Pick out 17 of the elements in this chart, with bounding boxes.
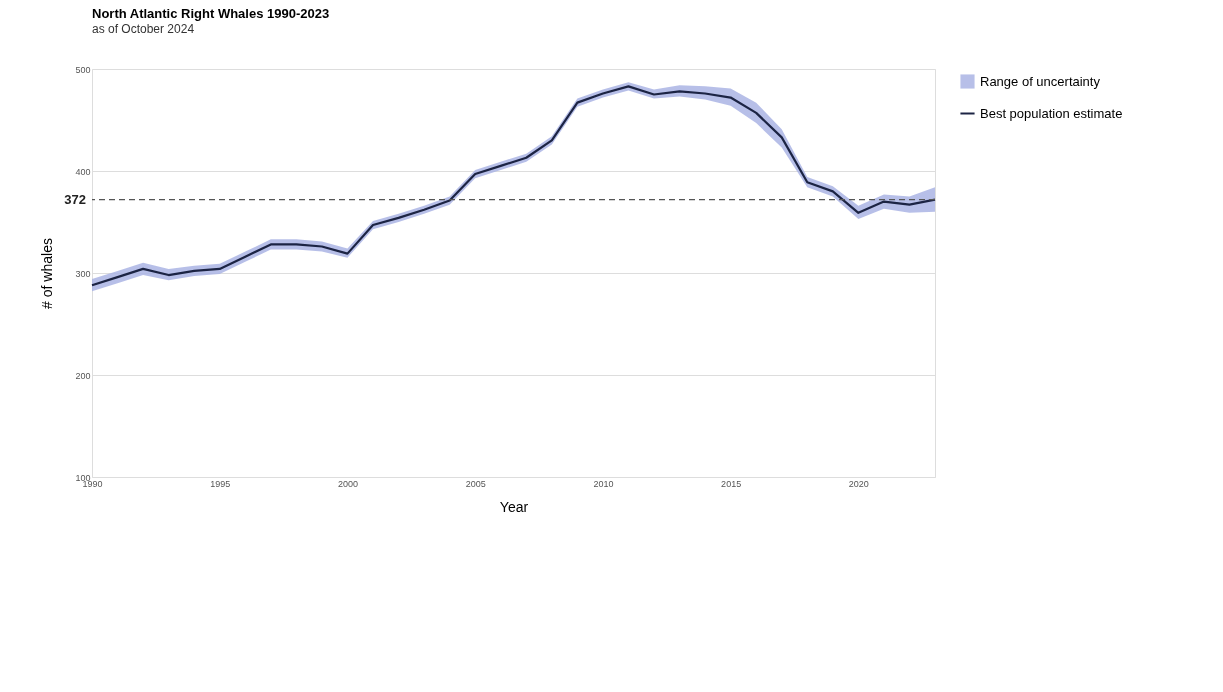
x-tick-label: 1995 (210, 478, 231, 489)
x-tick-label: 2010 (593, 478, 614, 489)
legend-label: Range of uncertainty (980, 73, 1101, 89)
y-tick-label: 400 (75, 166, 91, 177)
y-axis-title: # of whales (39, 238, 56, 309)
chart-title: North Atlantic Right Whales 1990-2023 (92, 6, 330, 21)
y-tick-label: 200 (75, 370, 91, 381)
x-tick-label: 2015 (721, 478, 742, 489)
x-tick-label: 2020 (848, 478, 869, 489)
x-axis-title: Year (499, 498, 529, 515)
y-tick-label: 500 (75, 64, 91, 75)
y-tick-label: 300 (75, 268, 91, 279)
x-tick-label: 2005 (465, 478, 486, 489)
x-tick-label: 2000 (337, 478, 358, 489)
legend-label: Best population estimate (980, 105, 1123, 121)
ref-line-label: 372 (64, 191, 86, 207)
chart-subtitle: as of October 2024 (92, 22, 195, 36)
